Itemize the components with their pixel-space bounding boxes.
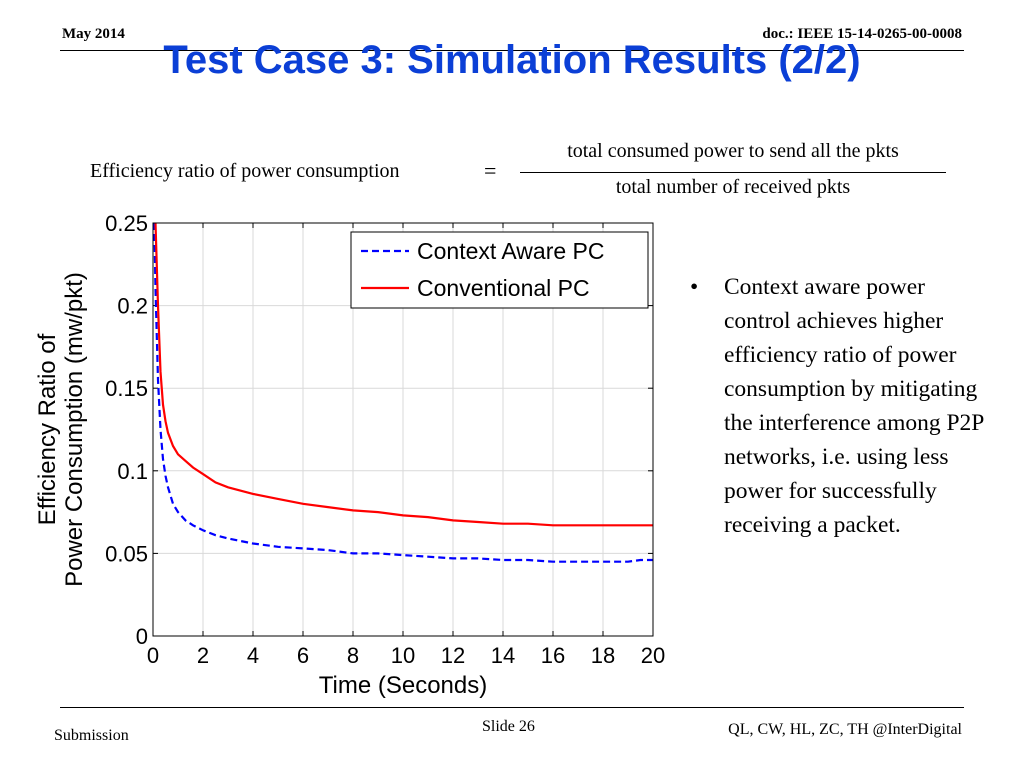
efficiency-formula: Efficiency ratio of power consumption = … — [90, 138, 950, 208]
series-line — [154, 222, 653, 527]
x-tick-label: 18 — [591, 643, 615, 668]
formula-lhs: Efficiency ratio of power consumption — [90, 160, 400, 182]
header-doc-id: doc.: IEEE 15-14-0265-00-0008 — [762, 26, 962, 42]
y-tick-label: 0.2 — [117, 294, 148, 319]
x-tick-label: 6 — [297, 643, 309, 668]
efficiency-chart: 0 2 4 6 8 10 12 14 16 18 20 0 0.05 0.1 0.15 0.2 0.25 Time… — [34, 211, 665, 699]
bullet-point: • Context aware power control achieves h… — [690, 270, 990, 542]
x-tick-label: 4 — [247, 643, 259, 668]
x-tick-label: 16 — [541, 643, 565, 668]
y-axis-label: Power Consumption (mw/pkt) — [61, 272, 88, 587]
formula-denominator: total number of received pkts — [615, 176, 851, 198]
y-tick-label: 0.15 — [105, 376, 148, 401]
footer-submission: Submission — [54, 727, 129, 744]
formula-numerator: total consumed power to send all the pkt… — [567, 140, 899, 162]
x-tick-label: 8 — [347, 643, 359, 668]
y-tick-label: 0.25 — [105, 211, 148, 236]
y-tick-label: 0.1 — [117, 459, 148, 484]
x-tick-label: 10 — [391, 643, 415, 668]
footer-slide-number: Slide 26 — [482, 718, 535, 735]
slide-title: Test Case 3: Simulation Results (2/2) — [163, 38, 861, 82]
footer-authors: QL, CW, HL, ZC, TH @InterDigital — [728, 721, 962, 738]
plot-frame — [152, 222, 654, 637]
series-line — [153, 222, 653, 563]
header-date: May 2014 — [62, 26, 125, 42]
header-rule — [60, 50, 964, 51]
x-tick-label: 12 — [441, 643, 465, 668]
x-tick-label: 0 — [147, 643, 159, 668]
x-axis-label: Time (Seconds) — [319, 672, 488, 699]
y-axis-label: Efficiency Ratio of — [34, 333, 61, 525]
bullet-text: Context aware power control achieves hig… — [724, 274, 984, 538]
footer-rule — [60, 707, 964, 708]
x-tick-label: 20 — [641, 643, 665, 668]
formula-fraction-bar — [520, 172, 946, 173]
formula-equals: = — [484, 158, 497, 183]
x-tick-label: 14 — [491, 643, 515, 668]
x-tick-label: 2 — [197, 643, 209, 668]
y-tick-label: 0 — [136, 624, 148, 649]
legend-label: Conventional PC — [417, 275, 590, 301]
legend-label: Context Aware PC — [417, 238, 605, 264]
legend-box — [350, 231, 649, 309]
bullet-dot-icon: • — [690, 274, 699, 300]
y-tick-label: 0.05 — [105, 541, 148, 566]
